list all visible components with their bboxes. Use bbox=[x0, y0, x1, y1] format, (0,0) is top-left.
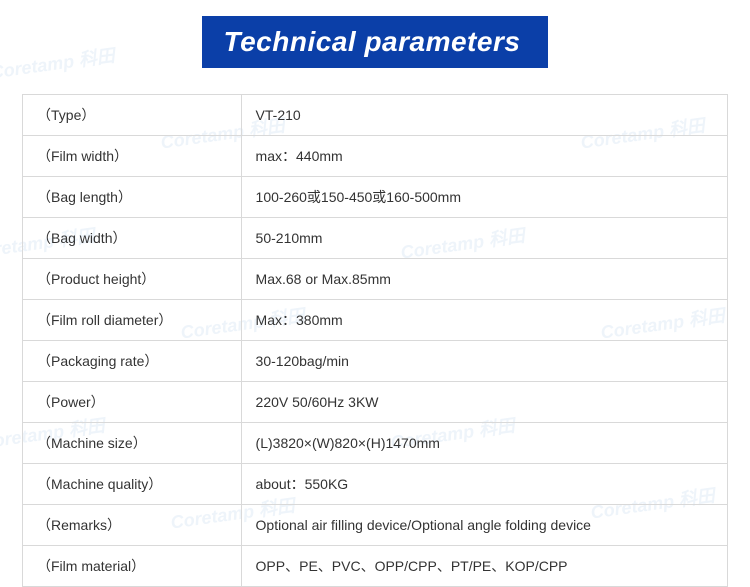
spec-value: Max.68 or Max.85mm bbox=[241, 259, 727, 300]
spec-table-body: （Type）VT-210（Film width）max：440mm（Bag le… bbox=[23, 95, 728, 587]
table-row: （Bag width）50-210mm bbox=[23, 218, 728, 259]
spec-value: about：550KG bbox=[241, 464, 727, 505]
table-row: （Bag length）100-260或150-450或160-500mm bbox=[23, 177, 728, 218]
spec-value: 100-260或150-450或160-500mm bbox=[241, 177, 727, 218]
spec-label: （Bag width） bbox=[23, 218, 242, 259]
spec-label: （Remarks） bbox=[23, 505, 242, 546]
spec-table-container: （Type）VT-210（Film width）max：440mm（Bag le… bbox=[0, 94, 750, 587]
spec-label: （Machine quality） bbox=[23, 464, 242, 505]
spec-value: (L)3820×(W)820×(H)1470mm bbox=[241, 423, 727, 464]
spec-label: （Type） bbox=[23, 95, 242, 136]
spec-label: （Film material） bbox=[23, 546, 242, 587]
page-title: Technical parameters bbox=[202, 16, 549, 68]
table-row: （Machine size）(L)3820×(W)820×(H)1470mm bbox=[23, 423, 728, 464]
table-row: （Type）VT-210 bbox=[23, 95, 728, 136]
spec-value: OPP、PE、PVC、OPP/CPP、PT/PE、KOP/CPP bbox=[241, 546, 727, 587]
table-row: （Film material）OPP、PE、PVC、OPP/CPP、PT/PE、… bbox=[23, 546, 728, 587]
table-row: （Packaging rate）30-120bag/min bbox=[23, 341, 728, 382]
table-row: （Remarks）Optional air filling device/Opt… bbox=[23, 505, 728, 546]
spec-label: （Film roll diameter） bbox=[23, 300, 242, 341]
table-row: （Product height）Max.68 or Max.85mm bbox=[23, 259, 728, 300]
spec-value: 220V 50/60Hz 3KW bbox=[241, 382, 727, 423]
spec-value: Max：380mm bbox=[241, 300, 727, 341]
spec-label: （Product height） bbox=[23, 259, 242, 300]
table-row: （Film roll diameter）Max：380mm bbox=[23, 300, 728, 341]
spec-value: 50-210mm bbox=[241, 218, 727, 259]
table-row: （Power）220V 50/60Hz 3KW bbox=[23, 382, 728, 423]
spec-value: max：440mm bbox=[241, 136, 727, 177]
spec-value: 30-120bag/min bbox=[241, 341, 727, 382]
spec-label: （Packaging rate） bbox=[23, 341, 242, 382]
spec-value: VT-210 bbox=[241, 95, 727, 136]
table-row: （Machine quality）about：550KG bbox=[23, 464, 728, 505]
spec-label: （Power） bbox=[23, 382, 242, 423]
title-container: Technical parameters bbox=[0, 0, 750, 94]
table-row: （Film width）max：440mm bbox=[23, 136, 728, 177]
spec-label: （Bag length） bbox=[23, 177, 242, 218]
spec-value: Optional air filling device/Optional ang… bbox=[241, 505, 727, 546]
spec-label: （Film width） bbox=[23, 136, 242, 177]
spec-table: （Type）VT-210（Film width）max：440mm（Bag le… bbox=[22, 94, 728, 587]
spec-label: （Machine size） bbox=[23, 423, 242, 464]
